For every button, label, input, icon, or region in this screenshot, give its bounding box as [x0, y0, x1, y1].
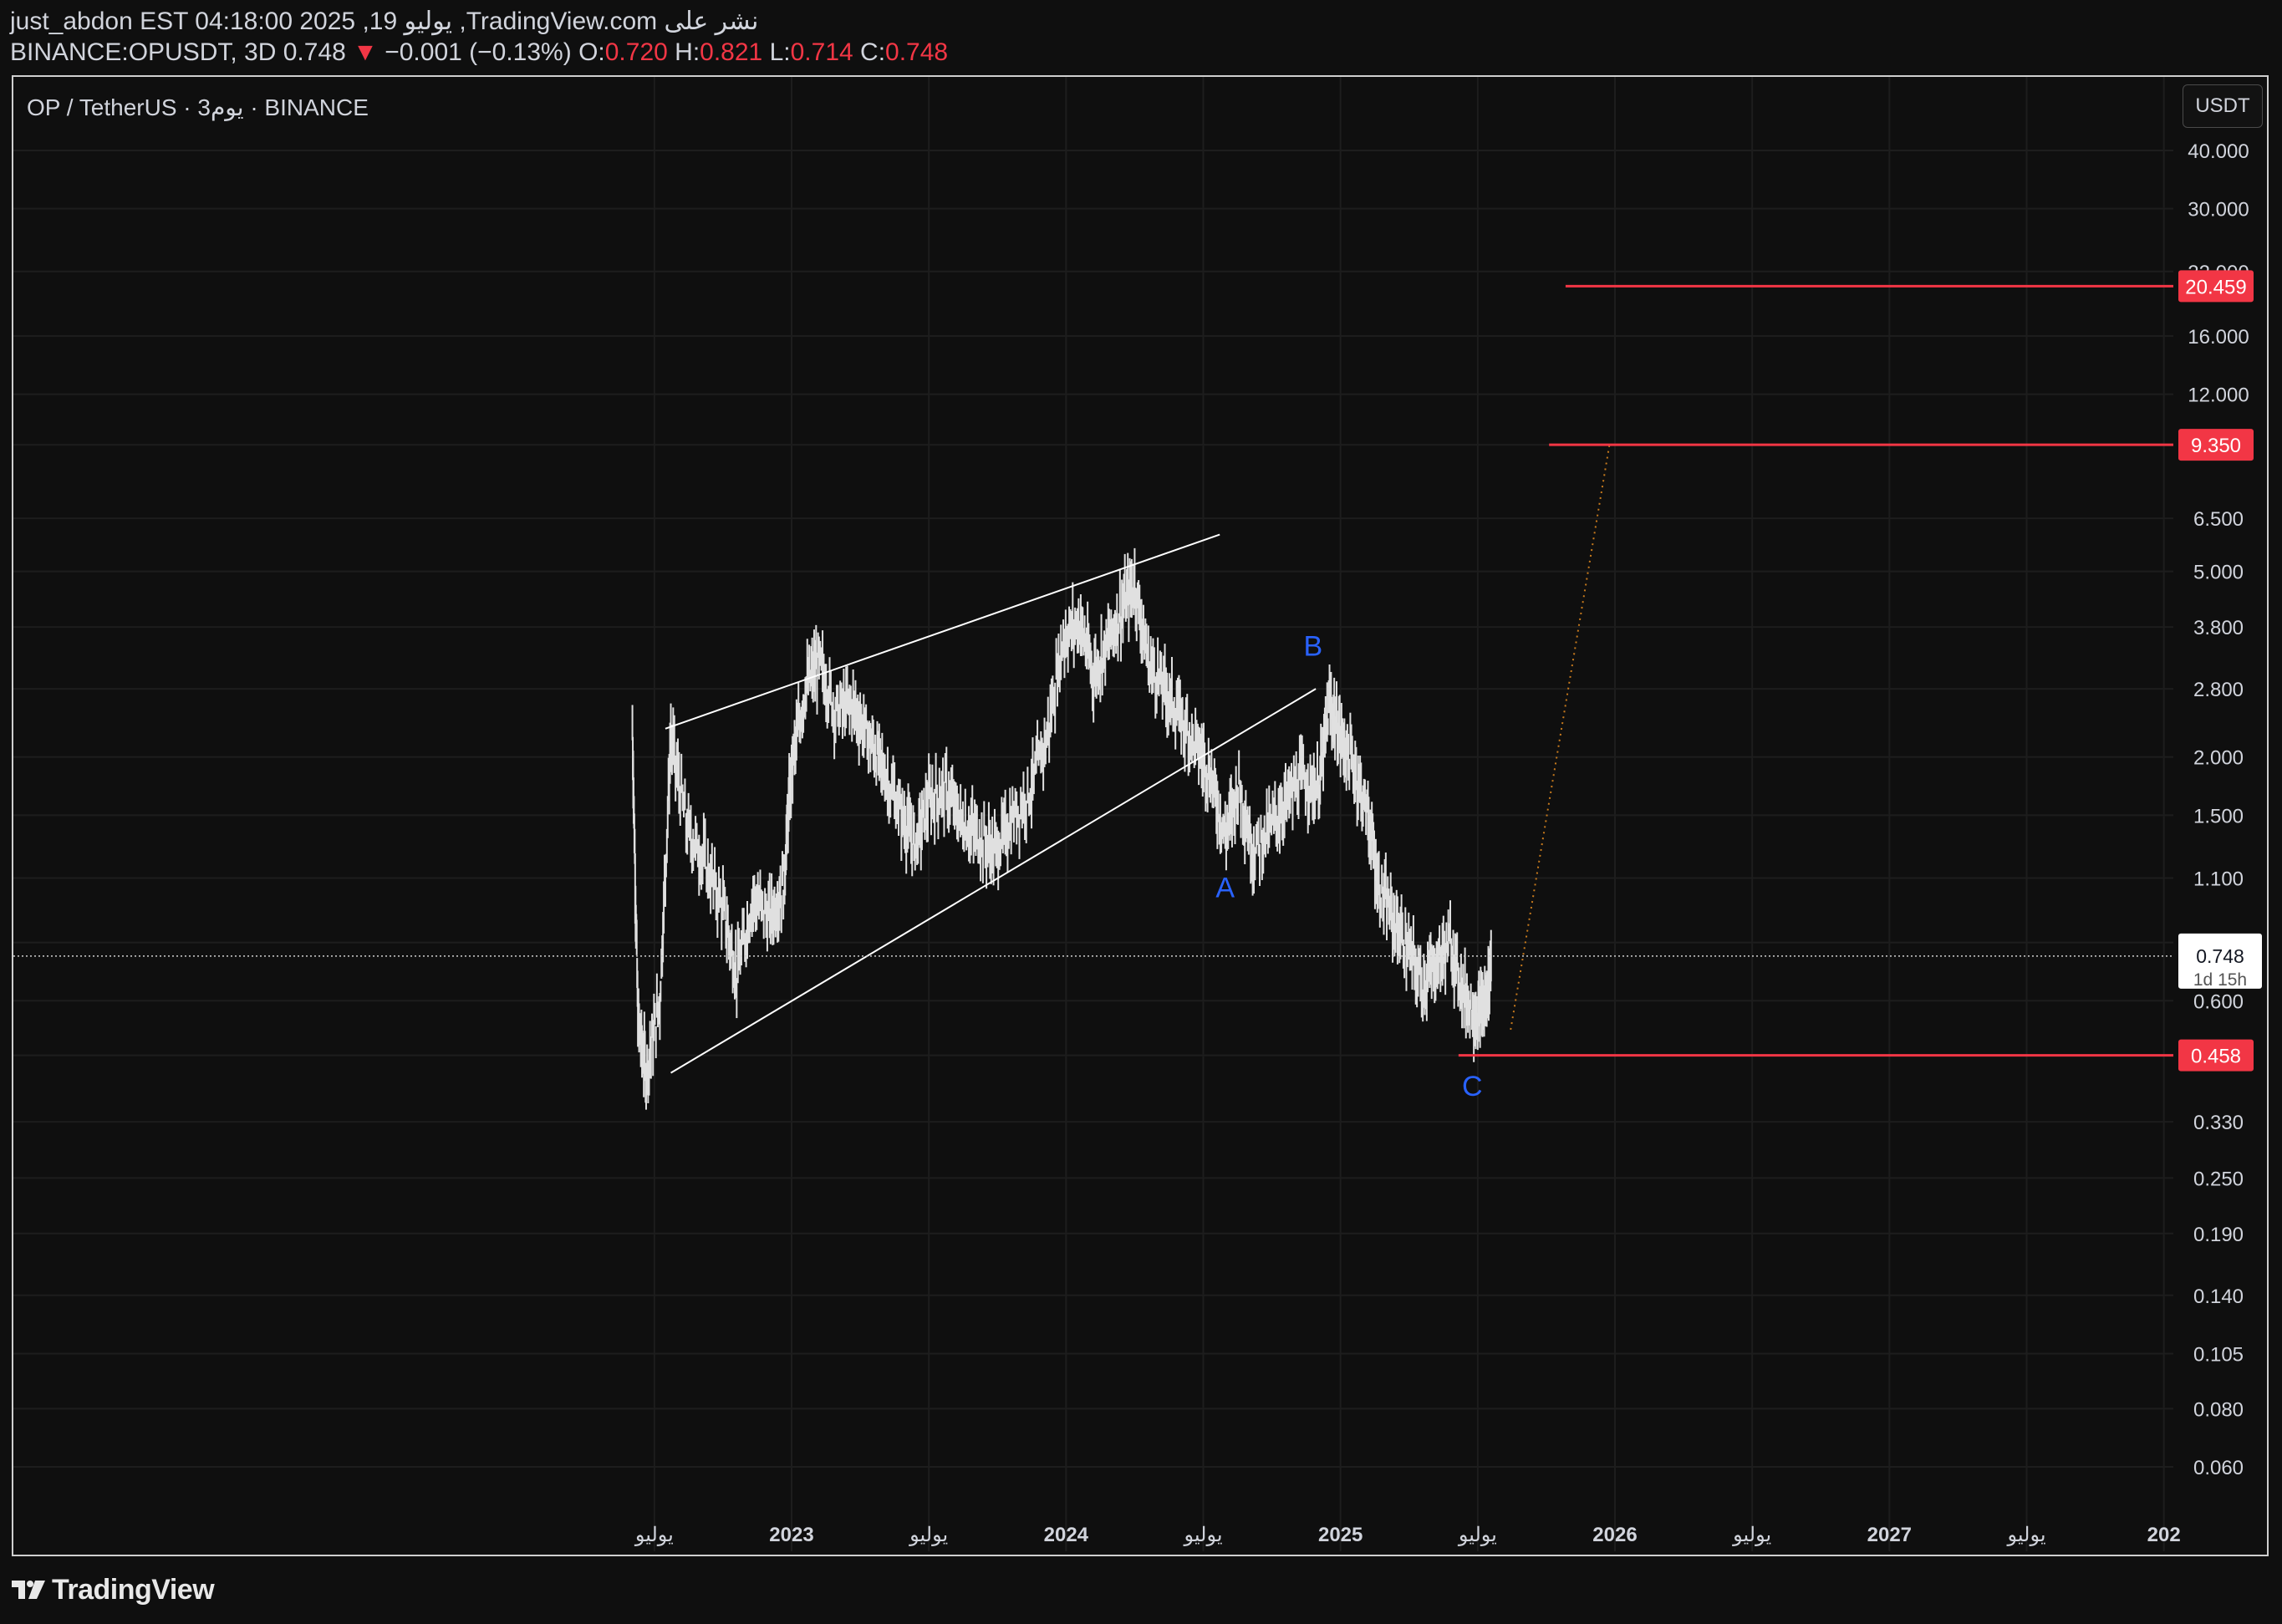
price-bars — [631, 547, 1492, 1110]
drawings: A B C — [13, 284, 2173, 1102]
y-axis-tick-label: 16.000 — [2188, 326, 2249, 349]
grid-lines — [13, 77, 2173, 1551]
high-value: 0.821 — [700, 38, 763, 66]
y-axis-tick-label: 1.100 — [2193, 868, 2244, 890]
axes: يوليو 2023 يوليو 2024 يوليو 2025 يوليو 2026 يولي… — [634, 140, 2262, 1546]
y-axis-tick-label: 0.600 — [2193, 990, 2244, 1013]
x-axis-tick-label: 2025 — [1318, 1524, 1363, 1546]
x-axis-tick-label: 2024 — [1044, 1524, 1089, 1546]
level-price-badge — [2178, 429, 2254, 461]
close-label: C: — [860, 38, 886, 66]
symbol-quote-line: BINANCE:OPUSDT, 3D 0.748 ▼ −0.001 (−0.13… — [10, 38, 948, 67]
y-axis-tick-label: 0.330 — [2193, 1112, 2244, 1134]
y-axis-tick-label: 0.060 — [2193, 1457, 2244, 1479]
level-price-label: 9.350 — [2191, 435, 2241, 457]
channel-lower-line — [670, 688, 1317, 1074]
x-axis-tick-label: يوليو — [1458, 1524, 1497, 1546]
y-axis-tick-label: 6.500 — [2193, 508, 2244, 531]
open-value: 0.720 — [604, 38, 668, 66]
change-arrow-icon: ▼ — [353, 38, 378, 66]
y-axis-tick-label: 12.000 — [2188, 384, 2249, 407]
y-axis-tick-label: 0.250 — [2193, 1168, 2244, 1190]
open-label: O: — [578, 38, 605, 66]
wave-label-a: A — [1215, 873, 1235, 904]
wave-label-c: C — [1462, 1071, 1483, 1102]
chart-header: just_abdon EST 04:18:00 2025 ,19 يوليو ,… — [0, 0, 2282, 74]
x-axis-tick-label: 2027 — [1867, 1524, 1912, 1546]
symbol-legend[interactable]: OP / TetherUS · 3يوم · BINANCE — [27, 94, 369, 120]
x-axis-tick-label: يوليو — [1183, 1524, 1222, 1546]
currency-button[interactable]: USDT — [2183, 84, 2263, 128]
y-axis-tick-label: 0.105 — [2193, 1343, 2244, 1366]
y-axis-tick-label: 2.000 — [2193, 747, 2244, 770]
close-value: 0.748 — [885, 38, 949, 66]
x-axis-tick-label: يوليو — [1732, 1524, 1771, 1546]
bar-countdown-label: 1d 15h — [2193, 970, 2247, 990]
wave-label-b: B — [1303, 630, 1322, 662]
current-price-badge — [2178, 933, 2262, 989]
tradingview-logo-icon — [12, 1581, 45, 1599]
level-price-badge — [2178, 1039, 2254, 1072]
y-axis-tick-label: 30.000 — [2188, 199, 2249, 221]
symbol-name: BINANCE:OPUSDT, 3D — [10, 38, 277, 66]
last-price: 0.748 — [283, 38, 346, 66]
y-axis-tick-label: 40.000 — [2188, 140, 2249, 163]
y-axis-tick-label: 1.500 — [2193, 805, 2244, 827]
x-axis-tick-label: يوليو — [634, 1524, 674, 1546]
y-axis-tick-label: 0.080 — [2193, 1398, 2244, 1421]
y-axis-tick-label: 0.140 — [2193, 1285, 2244, 1308]
tradingview-brand: TradingView — [52, 1573, 215, 1606]
y-axis-tick-label: 2.800 — [2193, 679, 2244, 701]
x-axis-tick-label: يوليو — [909, 1524, 948, 1546]
channel-upper-line — [665, 533, 1220, 730]
level-price-label: 20.459 — [2185, 276, 2246, 298]
publish-info: just_abdon EST 04:18:00 2025 ,19 يوليو ,… — [10, 8, 759, 35]
low-label: L: — [769, 38, 791, 66]
y-axis-tick-label: 5.000 — [2193, 562, 2244, 584]
footer — [0, 1561, 2282, 1624]
high-label: H: — [675, 38, 700, 66]
y-axis-tick-label: 0.190 — [2193, 1224, 2244, 1246]
level-price-badge — [2178, 270, 2254, 303]
current-price-label: 0.748 — [2196, 945, 2244, 967]
price-change: −0.001 (−0.13%) — [385, 38, 572, 66]
tradingview-logo[interactable]: TradingView — [10, 1573, 215, 1606]
x-axis-tick-label: يوليو — [2006, 1524, 2045, 1546]
x-axis-tick-label: 202 — [2147, 1524, 2181, 1546]
level-price-label: 0.458 — [2191, 1046, 2241, 1068]
y-axis-tick-label: 3.800 — [2193, 617, 2244, 639]
low-value: 0.714 — [790, 38, 853, 66]
x-axis-tick-label: 2026 — [1592, 1524, 1637, 1546]
x-axis-tick-label: 2023 — [769, 1524, 813, 1546]
